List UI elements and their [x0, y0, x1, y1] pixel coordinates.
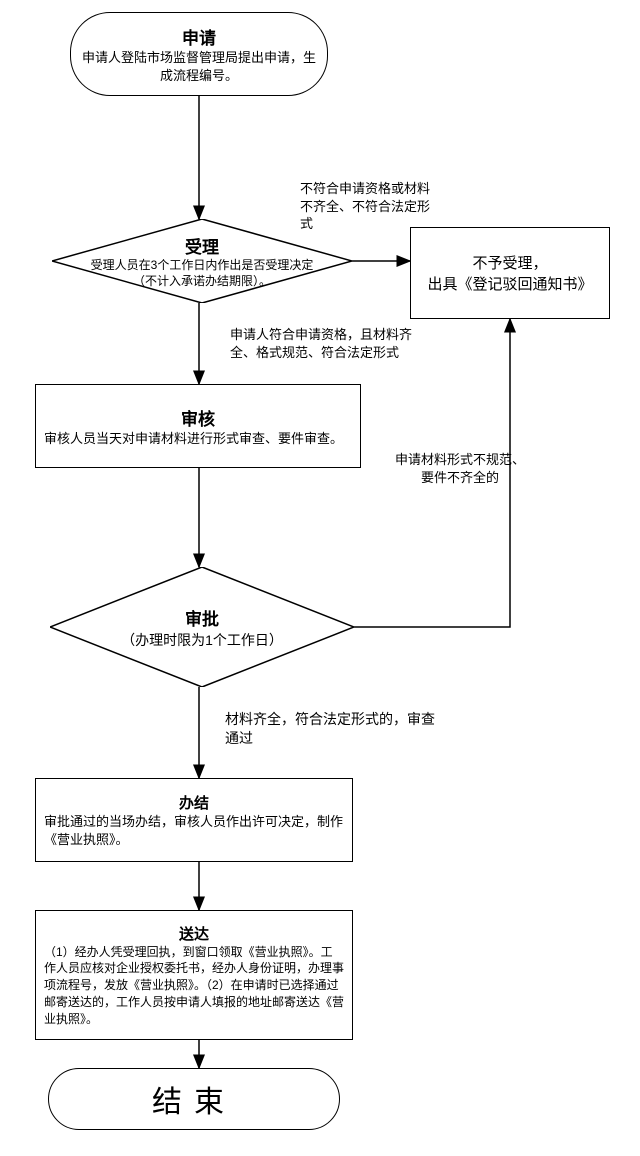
- flowchart-canvas: 申请 申请人登陆市场监督管理局提出申请，生成流程编号。 受理 受理人员在3个工作…: [0, 0, 640, 1156]
- node-accept-title: 受理: [185, 233, 219, 258]
- node-approval-desc: （办理时限为1个工作日）: [121, 630, 283, 650]
- node-approval: 审批 （办理时限为1个工作日）: [50, 567, 354, 687]
- node-apply-title: 申请: [182, 24, 216, 49]
- node-end-title: 结束: [152, 1077, 236, 1121]
- label-approval-to-complete: 材料齐全，符合法定形式的，审查通过: [225, 710, 445, 748]
- node-reject: 不予受理， 出具《登记驳回通知书》: [410, 227, 610, 319]
- node-end: 结束: [48, 1068, 340, 1130]
- node-reject-line1: 不予受理，: [472, 252, 547, 273]
- node-deliver-title: 送达: [44, 923, 344, 944]
- node-complete: 办结 审批通过的当场办结，审核人员作出许可决定，制作《营业执照》。: [35, 778, 353, 862]
- node-deliver: 送达 （1）经办人凭受理回执，到窗口领取《营业执照》。工作人员应核对企业授权委托…: [35, 910, 353, 1040]
- node-complete-title: 办结: [44, 792, 344, 813]
- node-approval-title: 审批: [185, 605, 219, 630]
- node-accept-desc: 受理人员在3个工作日内作出是否受理决定（不计入承诺办结期限）。: [52, 258, 352, 289]
- label-accept-to-reject: 不符合申请资格或材料不齐全、不符合法定形式: [300, 180, 430, 233]
- node-review-title: 审核: [44, 405, 352, 430]
- node-review-desc: 审核人员当天对申请材料进行形式审查、要件审查。: [44, 430, 352, 448]
- node-apply: 申请 申请人登陆市场监督管理局提出申请，生成流程编号。: [70, 12, 328, 96]
- node-complete-desc: 审批通过的当场办结，审核人员作出许可决定，制作《营业执照》。: [44, 813, 344, 848]
- node-deliver-desc: （1）经办人凭受理回执，到窗口领取《营业执照》。工作人员应核对企业授权委托书，经…: [44, 944, 344, 1028]
- node-reject-line2: 出具《登记驳回通知书》: [427, 273, 592, 294]
- label-accept-to-review: 申请人符合申请资格，且材料齐全、格式规范、符合法定形式: [230, 326, 430, 361]
- node-apply-desc: 申请人登陆市场监督管理局提出申请，生成流程编号。: [79, 49, 319, 84]
- node-review: 审核 审核人员当天对申请材料进行形式审查、要件审查。: [35, 384, 361, 468]
- label-approval-to-reject: 申请材料形式不规范、要件不齐全的: [390, 451, 530, 486]
